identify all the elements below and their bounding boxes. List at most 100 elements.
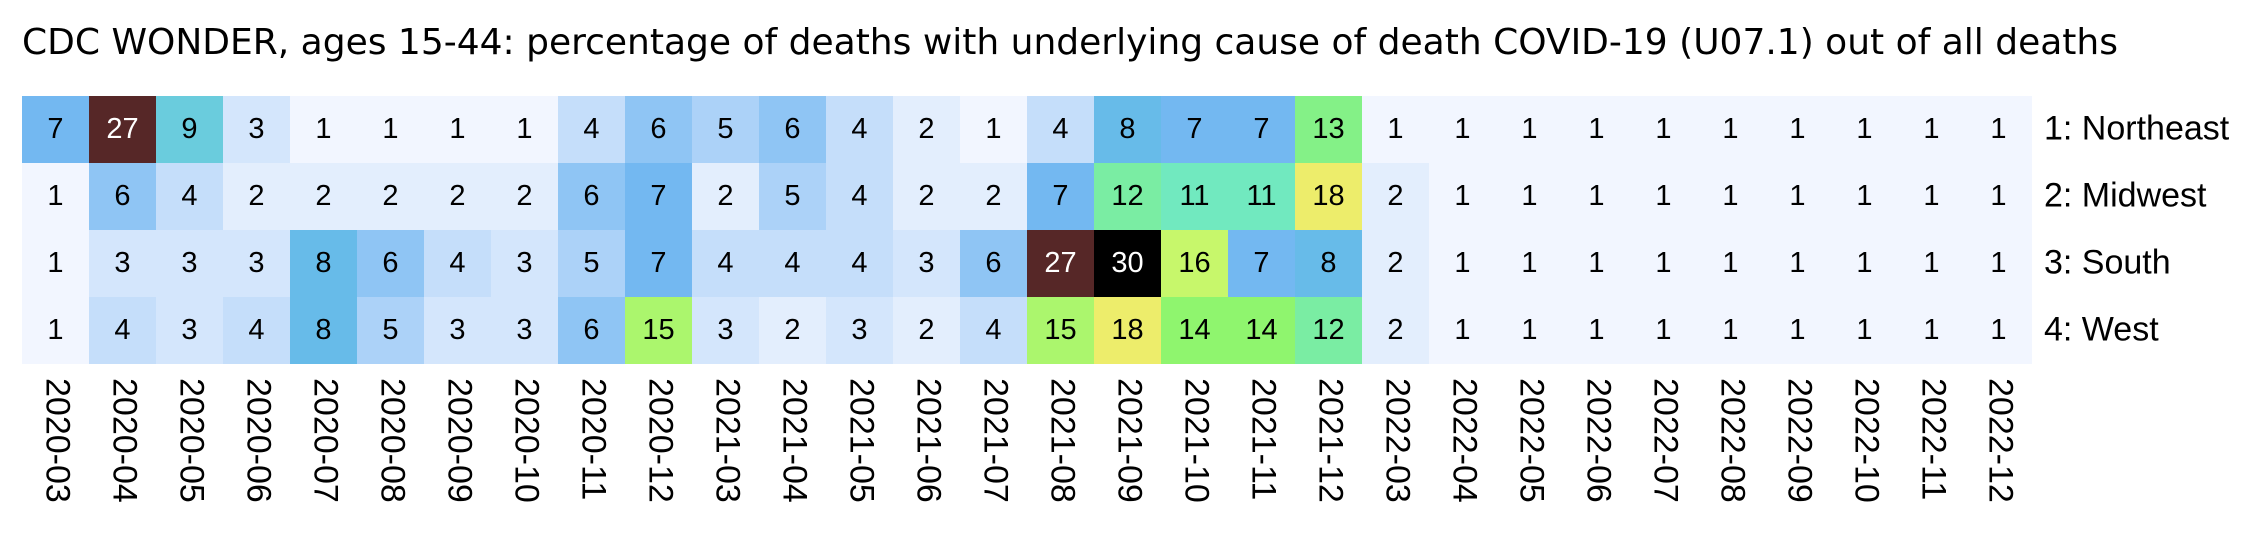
cell-label: 2	[784, 314, 800, 346]
cell-label: 1	[985, 113, 1001, 145]
cell-label: 4	[717, 247, 733, 279]
x-tick-label: 2020-05	[173, 378, 211, 503]
cell	[558, 230, 625, 297]
x-tick-label: 2021-06	[910, 378, 948, 503]
cell	[1228, 297, 1295, 364]
x-tick-label: 2021-04	[776, 378, 814, 503]
cell	[558, 96, 625, 163]
cell	[1228, 96, 1295, 163]
cell-label: 3	[248, 113, 264, 145]
cell-label: 1	[1454, 180, 1470, 212]
cell	[759, 163, 826, 230]
cell	[1697, 163, 1764, 230]
cell	[1027, 297, 1094, 364]
cell	[826, 230, 893, 297]
cell	[692, 96, 759, 163]
cell-label: 4	[114, 314, 130, 346]
row-label: 4: West	[2044, 310, 2159, 348]
cell	[223, 96, 290, 163]
cell-label: 1	[1588, 247, 1604, 279]
x-tick-label: 2021-08	[1044, 378, 1082, 503]
cell	[1630, 163, 1697, 230]
x-tick-label: 2022-05	[1513, 378, 1551, 503]
cell	[89, 163, 156, 230]
cell-label: 12	[1111, 180, 1143, 212]
cell	[826, 297, 893, 364]
cell	[1362, 297, 1429, 364]
cell-label: 27	[1044, 247, 1076, 279]
cell	[960, 163, 1027, 230]
cell	[1094, 230, 1161, 297]
cell-label: 12	[1312, 314, 1344, 346]
cell	[424, 163, 491, 230]
x-tick-label: 2022-04	[1446, 378, 1484, 503]
cell	[1027, 163, 1094, 230]
cell-label: 2	[315, 180, 331, 212]
cell-label: 1	[1387, 113, 1403, 145]
cell	[424, 297, 491, 364]
cell-label: 1	[1923, 314, 1939, 346]
cell-label: 1	[1588, 314, 1604, 346]
cell-label: 1	[1990, 180, 2006, 212]
cell-label: 6	[583, 180, 599, 212]
cell-label: 4	[851, 113, 867, 145]
cell-label: 1	[1588, 180, 1604, 212]
cell-label: 2	[516, 180, 532, 212]
x-tick-label: 2022-08	[1714, 378, 1752, 503]
cell-label: 1	[1789, 314, 1805, 346]
cell	[1362, 96, 1429, 163]
cell-label: 8	[1119, 113, 1135, 145]
row-label: 3: South	[2044, 243, 2171, 281]
cell-label: 11	[1246, 180, 1276, 212]
cell-label: 1	[1923, 247, 1939, 279]
cell	[491, 96, 558, 163]
cell-label: 7	[650, 180, 666, 212]
cell	[1094, 163, 1161, 230]
cell	[1027, 230, 1094, 297]
x-tick-label: 2020-11	[575, 378, 613, 500]
cell	[1697, 297, 1764, 364]
x-tick-label: 2022-11	[1915, 378, 1953, 500]
cell-label: 13	[1312, 113, 1344, 145]
cell-label: 14	[1245, 314, 1277, 346]
cell	[357, 297, 424, 364]
cell-label: 6	[382, 247, 398, 279]
cell-label: 3	[181, 314, 197, 346]
cell	[759, 297, 826, 364]
cell-label: 1	[1856, 180, 1872, 212]
cell-label: 2	[918, 180, 934, 212]
cell	[1898, 230, 1965, 297]
cell	[1563, 297, 1630, 364]
cell-label: 5	[717, 113, 733, 145]
cell	[625, 297, 692, 364]
cell	[22, 163, 89, 230]
cell	[156, 297, 223, 364]
cell	[1161, 297, 1228, 364]
cell	[1831, 297, 1898, 364]
x-tick-label: 2022-12	[1982, 378, 2020, 503]
x-tick-label: 2022-10	[1848, 378, 1886, 503]
cell-label: 1	[1990, 247, 2006, 279]
cell	[1228, 230, 1295, 297]
cell-label: 7	[1052, 180, 1068, 212]
cell	[424, 96, 491, 163]
cell	[1831, 96, 1898, 163]
cell	[290, 96, 357, 163]
cell-label: 2	[449, 180, 465, 212]
cell	[1831, 163, 1898, 230]
cell	[1362, 230, 1429, 297]
cell-label: 16	[1178, 247, 1210, 279]
cell	[1898, 297, 1965, 364]
row-label: 1: Northeast	[2044, 109, 2230, 147]
cell-label: 1	[1923, 113, 1939, 145]
cell-label: 3	[516, 247, 532, 279]
chart-title: CDC WONDER, ages 15-44: percentage of de…	[22, 22, 2118, 63]
cell-label: 1	[1856, 314, 1872, 346]
cell-label: 6	[114, 180, 130, 212]
x-tick-label: 2021-07	[977, 378, 1015, 503]
cell	[1496, 163, 1563, 230]
cell-label: 2	[1387, 180, 1403, 212]
cell-label: 1	[1789, 247, 1805, 279]
cell	[1697, 230, 1764, 297]
